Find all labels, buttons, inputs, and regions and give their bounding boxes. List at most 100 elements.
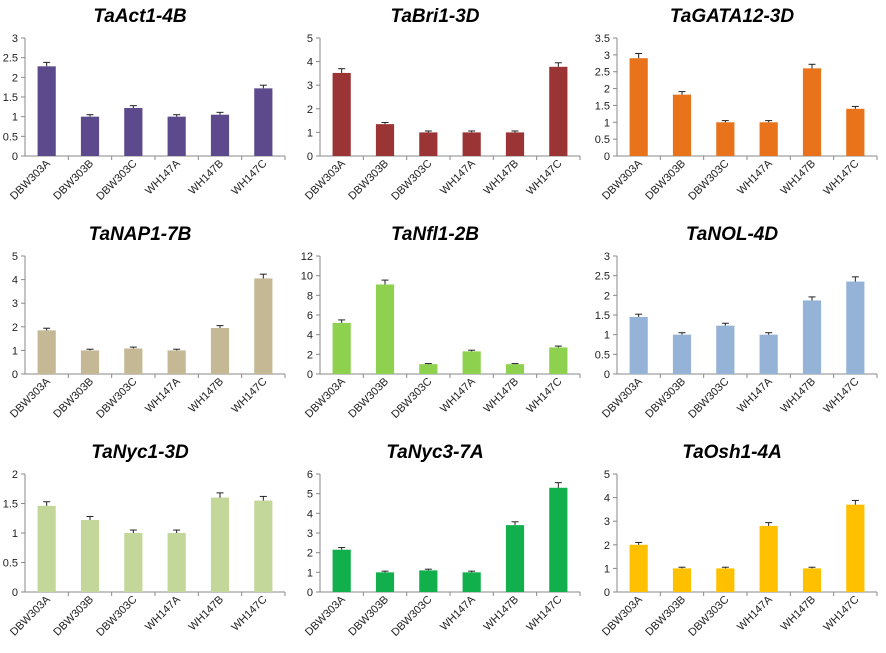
y-tick-label: 3 [604,50,610,62]
bar-dbw303b [672,94,692,156]
bar-dbw303c [716,568,735,592]
y-tick-label: 4 [307,57,313,69]
chart-title: TaOsh1-4A [682,442,782,463]
y-tick-label: 6 [307,310,313,322]
y-tick-label: 3 [307,528,313,540]
y-tick-label: 2 [604,540,610,552]
bar-dbw303c [716,325,735,374]
x-category-label: WH147A [735,593,775,633]
y-tick-label: 1 [307,567,313,579]
bar-dbw303c [419,132,438,156]
y-tick-label: 5 [12,251,18,263]
y-tick-label: 0.5 [3,131,18,143]
y-tick-label: 1 [12,112,18,124]
x-category-label: WH147A [143,375,183,415]
bar-wh147b [210,497,230,592]
x-category-label: DBW303C [389,158,434,203]
bar-dbw303c [124,108,143,156]
bar-dbw303b [375,124,395,156]
y-tick-label: 0 [12,151,18,163]
y-tick-label: 6 [307,469,313,481]
y-tick-label: 8 [307,290,313,302]
x-category-label: DBW303A [8,593,53,638]
x-category-label: WH147B [779,594,819,634]
bar-wh147c [549,487,568,592]
x-category-label: DBW303C [94,376,139,421]
x-category-label: WH147A [735,157,775,197]
y-tick-label: 1 [604,117,610,129]
chart-title: TaNyc3-7A [386,442,484,463]
x-category-label: DBW303B [643,376,688,421]
bar-wh147a [759,525,778,592]
y-tick-label: 0 [604,369,610,381]
bar-wh147a [167,116,186,156]
y-tick-label: 1.5 [3,92,18,104]
y-tick-label: 0 [604,151,610,163]
y-tick-label: 2.5 [3,53,18,65]
x-category-label: WH147B [482,158,522,198]
chart-svg: TaNOL-4D 0 0.5 1 1.5 2 2.5 3 DBW303ADBW303BDBW30… [595,224,878,421]
bar-dbw303b [375,572,395,592]
y-tick-label: 12 [301,251,313,263]
y-tick-label: 3 [604,516,610,528]
chart-svg: TaAct1-4B 0 0.5 1 1.5 2 2.5 3 DBW303ADBW303BDBW3… [3,6,286,203]
bar-dbw303b [672,568,692,592]
x-category-label: DBW303A [8,157,53,202]
bar-wh147c [846,504,865,592]
chart-panel-tagata12-3d: TaGATA12-3D 0 0.5 1 1.5 2 2.5 3 3.5 DBW303A DBW303… [592,0,886,217]
bar-dbw303a [332,72,351,156]
x-category-label: WH147A [438,157,478,197]
chart-panel-taosh1-4a: TaOsh1-4A 0 1 2 3 4 5 DBW303A DBW303B DBW303C WH14… [592,436,886,653]
y-tick-label: 1 [12,528,18,540]
chart-title: TaBri1-3D [390,6,479,27]
x-category-label: WH147C [821,594,861,634]
bar-dbw303b [375,284,395,374]
x-category-label: DBW303B [51,376,96,421]
x-category-label: WH147C [821,158,861,198]
y-tick-label: 1 [12,345,18,357]
y-tick-label: 2 [307,548,313,560]
chart-title: TaNfl1-2B [391,224,479,245]
y-tick-label: 2 [604,84,610,96]
chart-panel-tanfl1-2b: TaNfl1-2B 0 2 4 6 8 10 12 DBW303A DBW303B DBW303C W… [295,218,590,435]
y-tick-label: 4 [12,275,18,287]
x-category-label: DBW303B [643,594,688,639]
y-tick-label: 3 [12,33,18,45]
bar-wh147b [802,300,822,374]
bar-wh147c [846,281,865,374]
bar-wh147b [210,327,230,374]
bar-wh147c [549,66,568,156]
chart-panel-tanyc1-3d: TaNyc1-3D 0 0.5 1 1.5 2 DBW303A DBW303B DBW303C W… [0,436,295,653]
y-tick-label: 0 [307,587,313,599]
bar-wh147b [802,68,822,156]
chart-title: TaNAP1-7B [89,224,192,245]
bar-dbw303c [124,348,143,374]
bar-wh147c [254,500,273,592]
bar-wh147b [210,114,230,156]
x-category-label: DBW303A [600,375,645,420]
x-category-label: DBW303C [686,594,731,639]
bar-wh147c [254,88,273,156]
x-category-label: DBW303B [346,158,391,203]
y-tick-label: 5 [307,489,313,501]
x-category-label: DBW303B [51,594,96,639]
bar-wh147c [846,108,865,156]
y-tick-label: 1 [604,563,610,575]
y-tick-label: 0 [307,369,313,381]
x-category-label: DBW303B [346,594,391,639]
chart-panel-taact1-4b: TaAct1-4B 0 0.5 1 1.5 2 2.5 3 DBW303A DBW303B DBW3… [0,0,295,217]
bar-dbw303b [80,350,100,374]
x-category-label: WH147C [229,158,269,198]
y-tick-label: 0 [307,151,313,163]
bar-dbw303c [419,570,438,592]
bar-wh147b [505,364,525,374]
bar-wh147b [505,132,525,156]
x-category-label: WH147A [143,593,183,633]
x-category-label: DBW303A [303,375,348,420]
y-tick-label: 2 [307,349,313,361]
x-category-label: DBW303A [600,593,645,638]
